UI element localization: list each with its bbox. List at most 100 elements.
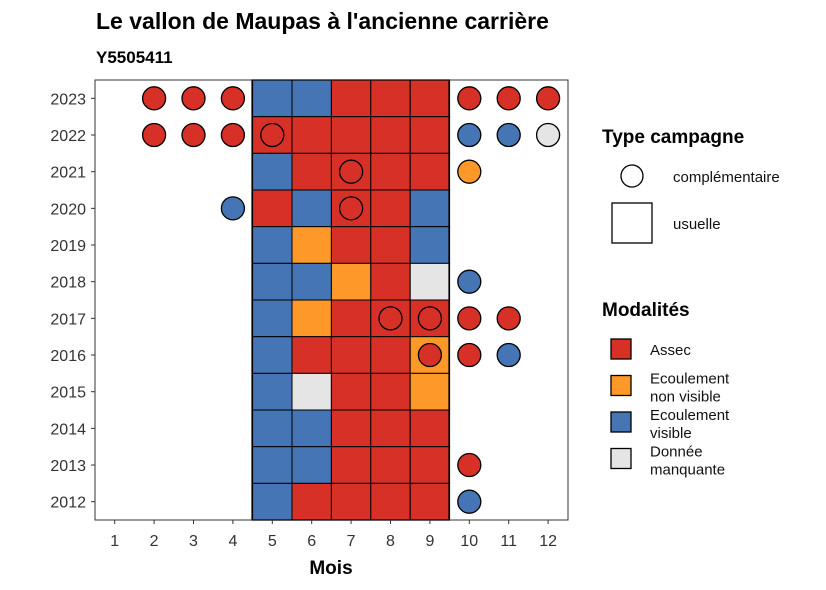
cell-2020-9 xyxy=(409,189,451,228)
cell-2014-5 xyxy=(252,409,293,448)
cell-2019-7 xyxy=(330,226,372,264)
cell-2018-6 xyxy=(291,262,332,301)
cell-2022-7 xyxy=(330,116,372,154)
x-axis: 1 2 3 4 5 6 7 8 9 10 11 12 xyxy=(110,520,557,550)
cell-2016-8 xyxy=(370,336,411,374)
point-2016-10 xyxy=(457,342,482,368)
legend-square-key xyxy=(611,202,653,244)
y-tick-label: 2022 xyxy=(50,128,86,145)
point-2023-10 xyxy=(457,86,482,111)
point-2023-4 xyxy=(220,86,246,111)
y-tick-label: 2020 xyxy=(50,201,86,218)
y-tick-label: 2023 xyxy=(50,91,86,108)
x-tick-label: 7 xyxy=(347,533,356,550)
y-tick-label: 2021 xyxy=(50,165,86,182)
legend-label: Donnée xyxy=(650,444,703,461)
point-2016-11 xyxy=(496,342,521,368)
y-tick-label: 2013 xyxy=(50,458,86,475)
point-2022-11 xyxy=(496,122,521,148)
cell-2013-6 xyxy=(291,446,332,484)
y-tick-label: 2014 xyxy=(50,421,86,438)
point-2022-4 xyxy=(220,122,246,148)
x-tick-label: 9 xyxy=(425,533,434,550)
legend-label-line2: non visible xyxy=(650,389,721,406)
cell-2018-5 xyxy=(252,262,293,301)
point-2016-9 xyxy=(417,342,443,368)
cell-2016-5 xyxy=(252,336,293,374)
complementaire-points xyxy=(141,86,561,514)
point-2023-11 xyxy=(496,86,521,111)
cell-2019-9 xyxy=(409,226,451,264)
cell-2023-6 xyxy=(291,79,332,118)
point-2020-4 xyxy=(220,196,246,221)
chart-subtitle: Y5505411 xyxy=(96,48,173,67)
point-2013-10 xyxy=(457,452,482,478)
cell-2019-5 xyxy=(252,226,293,264)
cell-2014-8 xyxy=(370,409,411,448)
legend-circle-key xyxy=(620,164,644,188)
point-2021-10 xyxy=(457,159,482,184)
cell-2015-5 xyxy=(252,372,293,411)
cell-2020-5 xyxy=(252,189,293,228)
legend-modalites-title: Modalités xyxy=(602,300,690,321)
cell-2013-7 xyxy=(330,446,372,484)
cell-2020-6 xyxy=(291,189,332,228)
y-tick-label: 2019 xyxy=(50,238,86,255)
legend-label: Assec xyxy=(650,342,691,359)
y-tick-label: 2015 xyxy=(50,385,86,402)
cell-2021-9 xyxy=(409,152,451,191)
y-tick-label: 2017 xyxy=(50,311,86,328)
cell-2022-9 xyxy=(409,116,451,154)
point-2022-5 xyxy=(260,122,285,148)
cell-2021-8 xyxy=(370,152,411,191)
legend-label: Ecoulement xyxy=(650,371,730,388)
cell-2017-6 xyxy=(291,299,332,338)
x-tick-label: 2 xyxy=(150,533,159,550)
cell-2013-9 xyxy=(409,446,451,484)
cell-2019-8 xyxy=(370,226,411,264)
point-2020-7 xyxy=(338,196,364,221)
cell-2021-5 xyxy=(252,152,293,191)
legend-label-line2: manquante xyxy=(650,462,725,479)
x-tick-label: 8 xyxy=(386,533,395,550)
x-tick-label: 4 xyxy=(228,533,237,550)
cell-2020-8 xyxy=(370,189,411,228)
legend-key-N xyxy=(610,374,632,397)
cell-2015-9 xyxy=(409,372,451,411)
x-tick-label: 1 xyxy=(110,533,119,550)
point-2017-11 xyxy=(496,306,521,331)
point-2022-2 xyxy=(141,122,167,148)
x-tick-label: 3 xyxy=(189,533,198,550)
cell-2014-9 xyxy=(409,409,451,448)
cell-2018-9 xyxy=(409,262,451,301)
chart-title: Le vallon de Maupas à l'ancienne carrièr… xyxy=(96,8,549,34)
point-2017-8 xyxy=(378,306,403,331)
x-tick-label: 10 xyxy=(460,533,478,550)
point-2022-3 xyxy=(181,122,206,148)
cell-2017-7 xyxy=(330,299,372,338)
x-axis-label: Mois xyxy=(309,558,352,579)
cell-2013-8 xyxy=(370,446,411,484)
point-2023-3 xyxy=(181,86,206,111)
cell-2022-8 xyxy=(370,116,411,154)
cell-2023-9 xyxy=(409,79,451,118)
point-2023-2 xyxy=(141,86,167,111)
x-tick-label: 11 xyxy=(500,533,517,550)
legend-key-A xyxy=(610,338,632,360)
legend-label: Ecoulement xyxy=(650,407,730,424)
cell-2018-7 xyxy=(330,262,372,301)
cell-2021-6 xyxy=(291,152,332,191)
point-2012-10 xyxy=(457,489,482,514)
cell-2014-6 xyxy=(291,409,332,448)
cell-2012-6 xyxy=(291,482,332,521)
legend-label-line2: visible xyxy=(650,425,692,442)
cell-2015-7 xyxy=(330,372,372,411)
cell-2012-5 xyxy=(252,482,293,521)
cell-2012-7 xyxy=(330,482,372,521)
cell-2019-6 xyxy=(291,226,332,264)
cell-2016-6 xyxy=(291,336,332,374)
x-tick-label: 6 xyxy=(307,533,316,550)
usuelle-cells xyxy=(252,79,451,521)
